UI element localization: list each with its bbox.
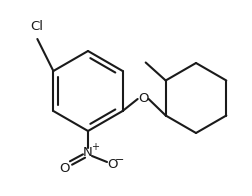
Text: O: O (107, 159, 118, 172)
Text: +: + (91, 142, 99, 152)
Text: N: N (83, 146, 92, 160)
Text: O: O (138, 93, 148, 105)
Text: −: − (115, 155, 124, 165)
Text: Cl: Cl (30, 19, 43, 33)
Text: O: O (59, 162, 70, 174)
